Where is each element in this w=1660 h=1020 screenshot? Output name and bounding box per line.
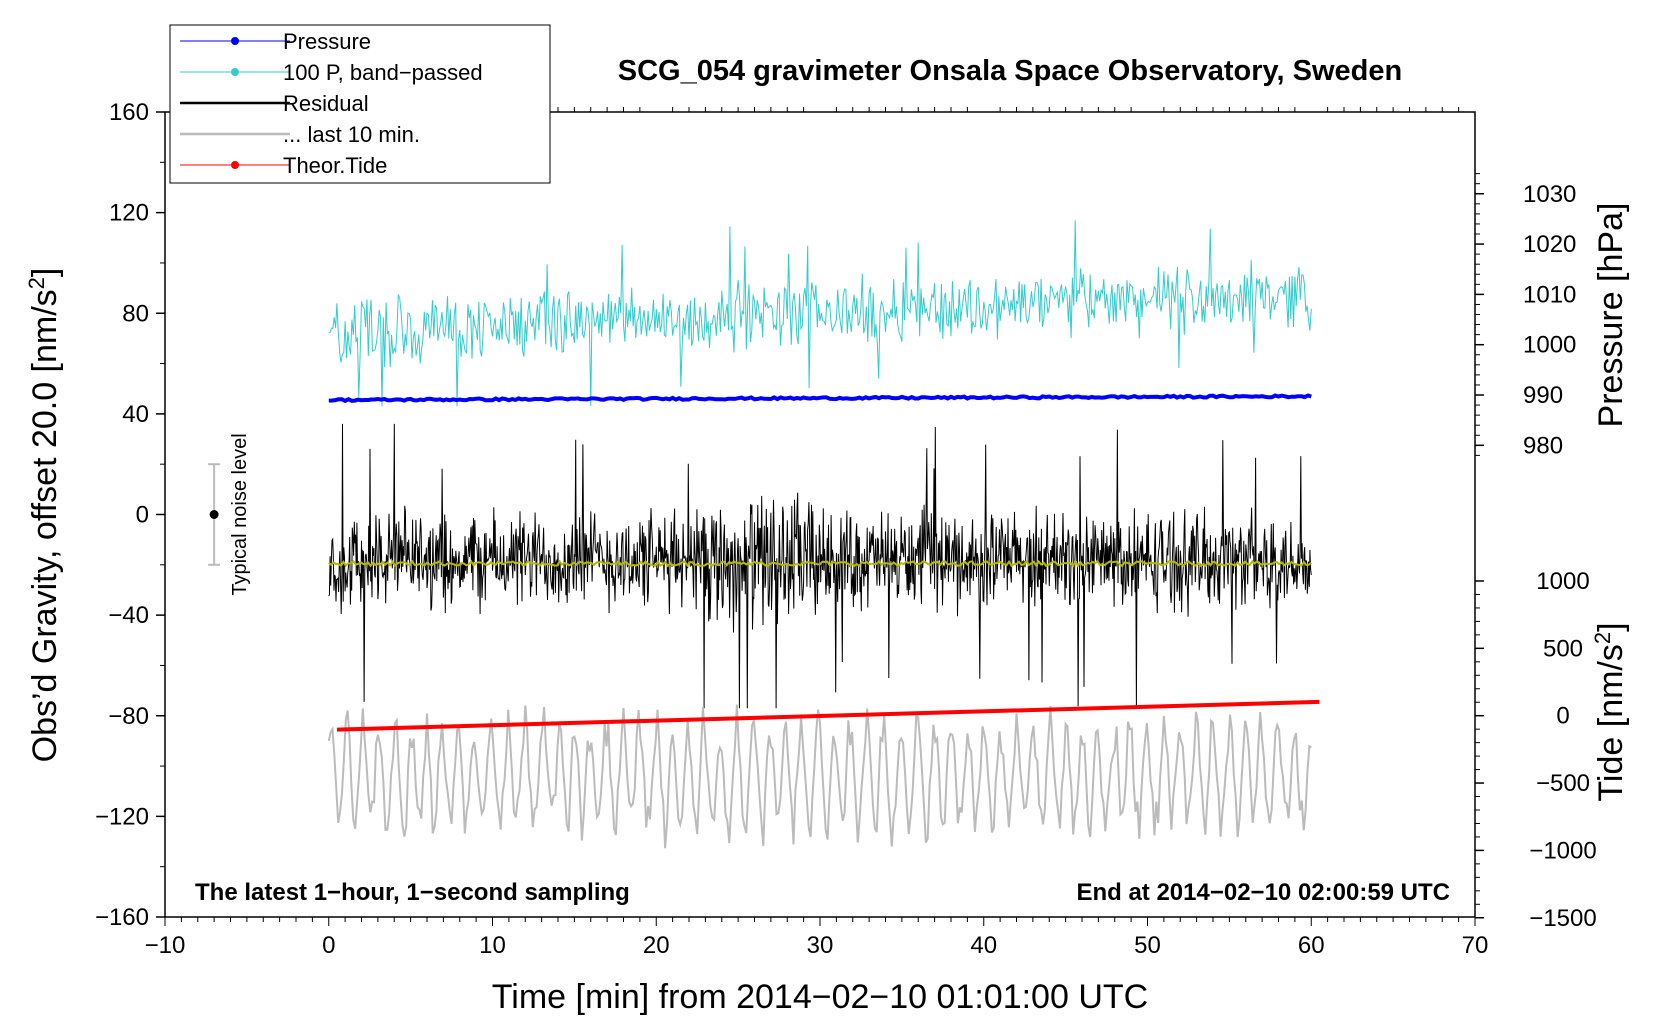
x-tick-label: 50 <box>1134 932 1161 959</box>
legend-label: Pressure <box>283 29 371 54</box>
y-axis-label-main: Obs’d Gravity, offset 20.0 [nm/s2] <box>24 268 64 763</box>
pressure-tick-label: 990 <box>1523 382 1563 409</box>
y-tick-label: 120 <box>109 200 149 227</box>
tide-tick-label: −1000 <box>1529 837 1596 864</box>
tide-tick-label: 0 <box>1556 703 1569 730</box>
tide-tick-label: 500 <box>1543 635 1583 662</box>
y-axis-label-main-text: Obs’d Gravity, offset 20.0 [nm/s <box>26 289 64 762</box>
pressure-tick-label: 1000 <box>1523 332 1576 359</box>
x-tick-label: 10 <box>479 932 506 959</box>
y-axis-label-tide-end: ] <box>1592 622 1630 631</box>
y-tick-label: 80 <box>122 300 149 327</box>
pressure-tick-label: 1020 <box>1523 231 1576 258</box>
x-axis-label: Time [min] from 2014−02−10 01:01:00 UTC <box>492 978 1148 1016</box>
legend-swatch-marker <box>231 161 239 169</box>
tide-tick-label: −1500 <box>1529 905 1596 932</box>
y-axis-label-main-sup: 2 <box>24 277 49 289</box>
x-tick-label: 40 <box>970 932 997 959</box>
annotation-end-time: End at 2014−02−10 02:00:59 UTC <box>1076 879 1450 906</box>
x-tick-label: 20 <box>643 932 670 959</box>
y-axis-label-main-end: ] <box>26 268 64 277</box>
x-tick-label: −10 <box>145 932 186 959</box>
pressure-tick-label: 980 <box>1523 432 1563 459</box>
x-tick-label: 70 <box>1462 932 1489 959</box>
y-tick-label: 40 <box>122 401 149 428</box>
legend-label: 100 P, band−passed <box>283 60 483 85</box>
y-tick-label: −80 <box>108 703 149 730</box>
tide-tick-label: −500 <box>1536 770 1590 797</box>
series-residual-line <box>328 423 1312 709</box>
series-last-10-min-line <box>327 704 1312 849</box>
y-tick-label: 160 <box>109 99 149 126</box>
series-residual-smoothed-line <box>328 559 1312 568</box>
y-tick-label: −120 <box>95 803 149 830</box>
y-tick-label: 0 <box>136 502 149 529</box>
noise-bar-center-dot <box>209 510 219 519</box>
legend-swatch-marker <box>231 37 239 45</box>
pressure-tick-label: 1010 <box>1523 281 1576 308</box>
x-tick-label: 30 <box>807 932 834 959</box>
y-axis-label-tide-sup: 2 <box>1590 632 1615 644</box>
y-axis-label-tide-text: Tide [nm/s <box>1592 644 1630 801</box>
y-tick-label: −40 <box>108 602 149 629</box>
legend-label: Residual <box>283 91 369 116</box>
legend: Pressure 100 P, band−passed Residual ... la… <box>169 24 551 184</box>
chart-title: SCG_054 gravimeter Onsala Space Observat… <box>618 55 1402 87</box>
series-layer <box>327 220 1320 849</box>
series-theoretical-tide-line <box>336 699 1320 732</box>
y-tick-label: −160 <box>95 904 149 931</box>
series-bandpassed-pressure-line <box>328 220 1312 407</box>
pressure-tick-label: 1030 <box>1523 181 1576 208</box>
legend-label: Theor.Tide <box>283 153 387 178</box>
annotation-sampling: The latest 1−hour, 1−second sampling <box>195 879 630 906</box>
y-axis-label-pressure: Pressure [hPa] <box>1592 203 1630 428</box>
series-pressure-line <box>328 393 1312 404</box>
tide-tick-label: 1000 <box>1536 568 1589 595</box>
y-axis-label-tide: Tide [nm/s2] <box>1590 622 1630 801</box>
legend-swatch-marker <box>231 68 239 76</box>
ticks-layer: −10 0 10 20 30 40 50 60 7016012080400−40−80−120−… <box>95 99 1597 959</box>
noise-level-label: Typical noise level <box>229 433 251 595</box>
noise-indicator: Typical noise level <box>208 433 251 596</box>
x-tick-label: 60 <box>1298 932 1325 959</box>
x-tick-label: 0 <box>322 932 335 959</box>
legend-label: ... last 10 min. <box>283 122 420 147</box>
